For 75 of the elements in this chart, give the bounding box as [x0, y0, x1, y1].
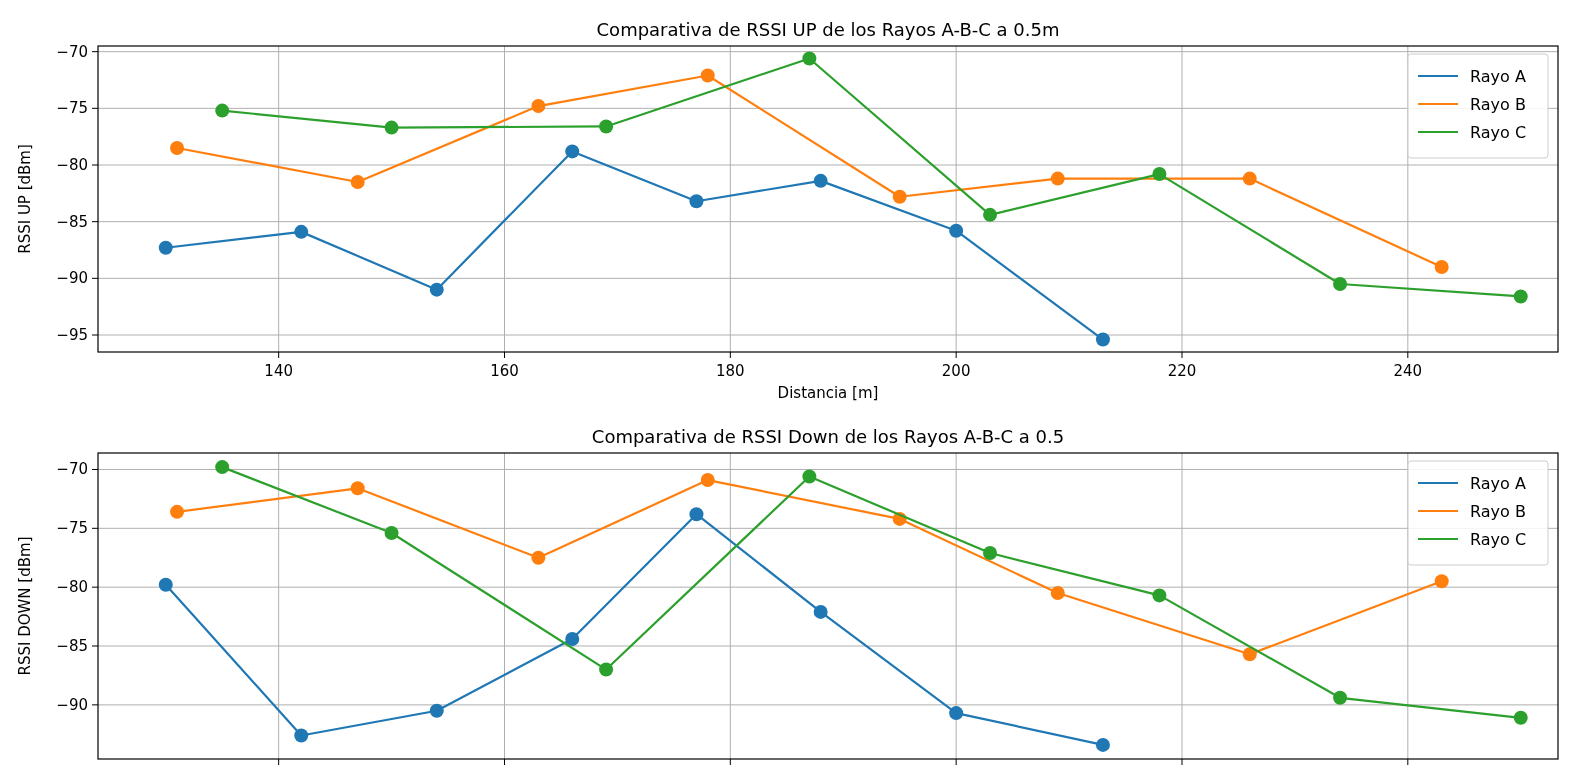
y-axis-title: RSSI DOWN [dBm] — [16, 536, 34, 676]
x-axis-title: Distancia [m] — [777, 384, 879, 402]
point — [170, 141, 185, 155]
point — [1242, 647, 1257, 662]
x-tick-label: 240 — [1393, 362, 1423, 380]
point — [689, 194, 704, 209]
legend-label: Rayo A — [1470, 67, 1526, 86]
y-tick-label: −75 — [56, 99, 88, 118]
point — [170, 504, 185, 519]
x-tick-label: 140 — [264, 362, 293, 380]
point — [983, 207, 998, 222]
point — [802, 51, 817, 66]
point — [599, 662, 614, 677]
point — [294, 224, 309, 239]
point — [565, 144, 580, 159]
y-tick-label: −70 — [56, 42, 88, 61]
point — [565, 631, 580, 646]
y-tick-label: −85 — [56, 637, 88, 656]
point — [700, 68, 715, 83]
point — [350, 175, 365, 189]
y-tick-label: −90 — [56, 695, 88, 714]
point — [700, 473, 715, 488]
point — [1333, 690, 1348, 705]
point — [1434, 260, 1449, 274]
y-axis-title: RSSI UP [dBm] — [16, 144, 34, 254]
point — [1242, 171, 1257, 186]
point — [599, 119, 614, 134]
x-tick-label: 200 — [941, 362, 971, 380]
point — [215, 460, 230, 475]
point — [949, 223, 964, 238]
point — [1333, 277, 1348, 291]
point — [813, 173, 828, 188]
point — [1434, 574, 1449, 589]
point — [429, 282, 444, 297]
legend-label: Rayo C — [1470, 530, 1527, 549]
x-tick-label: 220 — [1167, 362, 1197, 380]
point — [1152, 588, 1167, 603]
point — [158, 240, 173, 255]
point — [1513, 710, 1528, 725]
legend-label: Rayo A — [1470, 474, 1526, 493]
point — [983, 546, 998, 561]
y-tick-label: −90 — [56, 269, 88, 288]
y-tick-label: −80 — [56, 578, 88, 597]
y-tick-label: −70 — [56, 460, 88, 479]
point — [1050, 171, 1065, 186]
point — [294, 728, 309, 743]
point — [1095, 332, 1110, 347]
legend-label: Rayo B — [1470, 502, 1526, 521]
point — [531, 550, 546, 565]
point — [429, 703, 444, 718]
y-tick-label: −95 — [56, 326, 88, 344]
chart-title: Comparativa de RSSI Down de los Rayos A-B-C a 0.5 — [591, 426, 1065, 447]
point — [892, 189, 907, 204]
legend-label: Rayo C — [1470, 123, 1527, 142]
point — [384, 526, 399, 541]
point — [1152, 167, 1167, 182]
y-tick-label: −75 — [56, 519, 88, 538]
point — [689, 507, 704, 522]
y-tick-label: −85 — [56, 212, 88, 231]
point — [802, 469, 817, 484]
point — [1513, 289, 1528, 304]
point — [531, 99, 546, 114]
point — [158, 577, 173, 592]
legend-label: Rayo B — [1470, 95, 1526, 114]
y-tick-label: −80 — [56, 156, 88, 174]
chart-title: Comparativa de RSSI UP de los Rayos A-B-C a 0.5m — [596, 19, 1060, 40]
point — [949, 706, 964, 721]
point — [1095, 737, 1110, 752]
point — [1050, 586, 1065, 601]
point — [813, 604, 828, 619]
x-tick-label: 160 — [490, 362, 519, 380]
point — [384, 120, 399, 135]
point — [215, 103, 230, 118]
point — [350, 481, 365, 496]
x-tick-label: 180 — [716, 362, 745, 380]
